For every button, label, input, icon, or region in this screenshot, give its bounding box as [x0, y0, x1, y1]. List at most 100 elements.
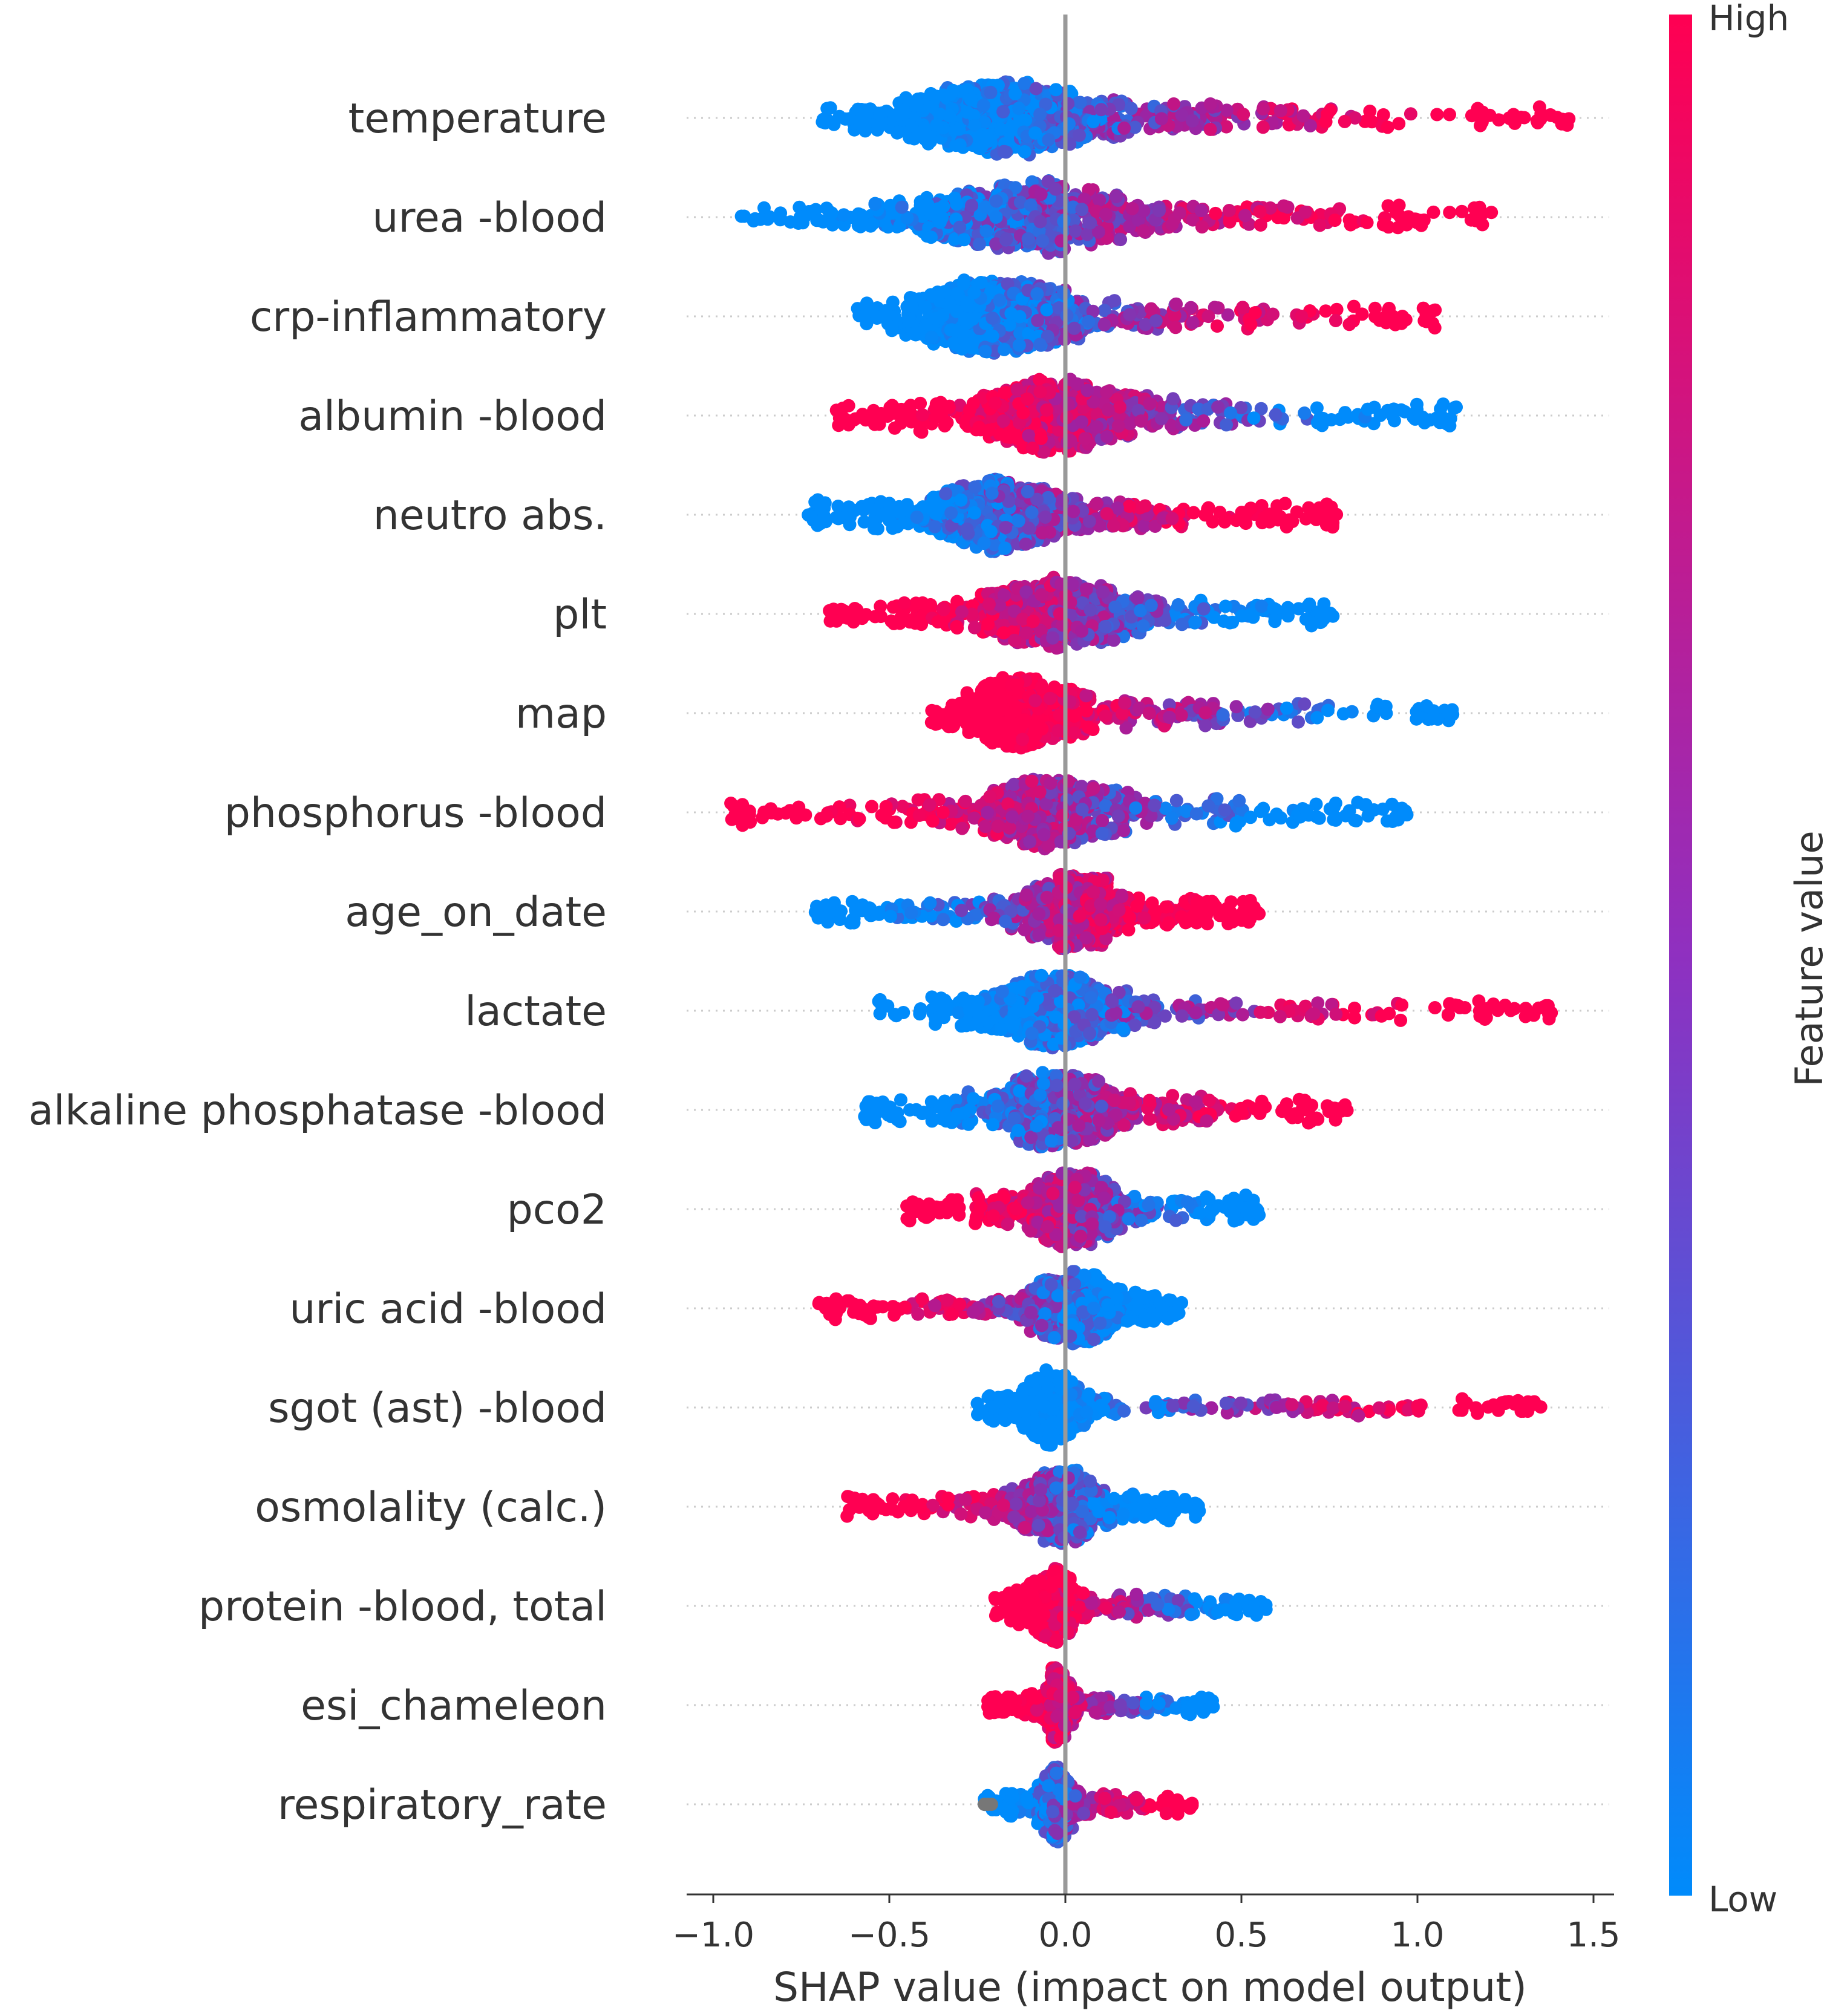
shap-point: [1108, 294, 1122, 308]
shap-point: [916, 104, 930, 118]
shap-point: [978, 200, 992, 214]
shap-point: [998, 342, 1011, 356]
shap-point: [1376, 218, 1390, 232]
shap-point: [849, 604, 863, 618]
shap-point: [937, 200, 950, 214]
shap-point: [1100, 385, 1114, 399]
shap-point: [924, 330, 938, 344]
shap-point: [1096, 585, 1110, 599]
shap-point: [1255, 599, 1269, 613]
shap-point: [1033, 385, 1047, 399]
shap-point: [1273, 104, 1287, 117]
shap-point: [1008, 633, 1021, 647]
shap-point: [1254, 218, 1267, 232]
shap-point: [933, 107, 947, 121]
shap-point: [1169, 297, 1183, 311]
shap-point: [930, 118, 944, 132]
shap-point: [993, 293, 1007, 307]
shap-point: [973, 237, 986, 251]
shap-point: [1266, 307, 1280, 321]
shap-point: [1280, 520, 1293, 533]
shap-point: [939, 487, 953, 501]
shap-point: [1562, 112, 1576, 126]
shap-point: [1474, 119, 1487, 132]
shap-point: [955, 605, 969, 619]
shap-point: [1186, 213, 1200, 227]
shap-point: [1236, 301, 1250, 315]
shap-point: [1035, 526, 1049, 540]
shap-point: [1313, 411, 1327, 425]
shap-point: [1315, 615, 1329, 628]
shap-point: [1201, 501, 1215, 515]
shap-point: [1022, 429, 1036, 443]
shap-point: [1211, 400, 1225, 414]
shap-point: [851, 218, 865, 232]
shap-point: [812, 214, 826, 227]
shap-point: [1084, 603, 1097, 617]
shap-point: [1329, 314, 1342, 327]
shap-point: [1068, 224, 1082, 238]
shap-point: [963, 403, 976, 417]
shap-point: [905, 120, 919, 134]
shap-point: [1373, 408, 1387, 422]
shap-point: [999, 521, 1013, 535]
shap-point: [1080, 227, 1094, 241]
shap-point: [1124, 102, 1138, 116]
shap-point: [1338, 114, 1352, 128]
shap-point: [1267, 602, 1281, 615]
shap-point: [1430, 411, 1443, 425]
shap-point: [1131, 592, 1145, 605]
shap-point: [866, 217, 880, 231]
shap-point: [928, 520, 942, 533]
shap-point: [1247, 411, 1261, 425]
shap-point: [986, 329, 999, 343]
shap-point: [1067, 504, 1080, 518]
shap-point: [1257, 102, 1270, 116]
shap-point: [1094, 103, 1108, 117]
shap-point: [1399, 313, 1413, 327]
shap-point: [1075, 624, 1089, 638]
shap-point: [1117, 121, 1131, 135]
shap-point: [944, 88, 958, 102]
shap-point: [981, 617, 995, 631]
shap-point: [968, 480, 982, 494]
shap-point: [1075, 203, 1089, 217]
shap-point: [984, 85, 998, 99]
shap-point: [1031, 314, 1045, 327]
shap-point: [1220, 120, 1234, 134]
shap-point: [1281, 609, 1295, 623]
shap-point: [978, 345, 992, 358]
shap-point: [891, 520, 904, 533]
shap-point: [1028, 126, 1042, 140]
shap-point: [1013, 310, 1027, 324]
shap-point: [1186, 316, 1200, 330]
shap-point: [982, 423, 996, 437]
shap-point: [1167, 97, 1181, 111]
shap-point: [1296, 109, 1310, 123]
shap-point: [1218, 511, 1232, 525]
shap-point: [1049, 83, 1063, 97]
shap-point: [837, 208, 851, 222]
shap-point: [1514, 110, 1528, 124]
shap-point: [1078, 432, 1092, 446]
shap-point: [1256, 120, 1270, 134]
shap-point: [1073, 96, 1087, 109]
shap-point: [1203, 122, 1217, 136]
shap-point: [902, 315, 915, 328]
shap-point: [1084, 216, 1097, 230]
shap-point: [754, 212, 768, 226]
shap-point: [1107, 633, 1120, 647]
shap-point: [1428, 321, 1442, 334]
shap-point: [1144, 302, 1158, 316]
shap-point: [988, 396, 1002, 410]
shap-point: [1166, 392, 1180, 406]
shap-point: [1502, 111, 1516, 125]
shap-point: [1222, 204, 1236, 217]
shap-point: [1123, 417, 1137, 431]
shap-point: [757, 201, 771, 215]
shap-point: [960, 522, 974, 536]
shap-point: [953, 138, 967, 152]
shap-point: [1067, 321, 1081, 335]
shap-point: [938, 285, 952, 299]
